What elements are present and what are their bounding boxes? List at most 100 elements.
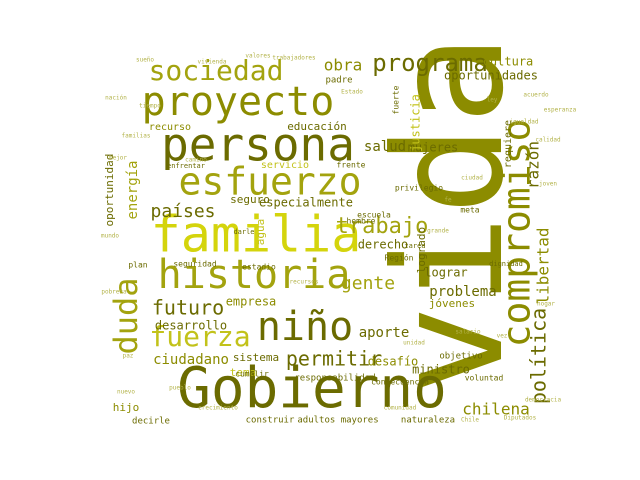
cloud-word: lograr: [424, 266, 467, 280]
cloud-word: libertad: [534, 227, 553, 304]
cloud-word: mujeres: [408, 141, 459, 155]
cloud-word: niño: [257, 304, 353, 350]
cloud-word: Chile: [461, 417, 479, 424]
cloud-word: padre: [325, 76, 352, 86]
cloud-word: historia: [158, 252, 351, 298]
cloud-word: hogar: [537, 301, 555, 308]
cloud-word: gente: [341, 273, 395, 294]
cloud-word: crecimiento: [198, 405, 238, 412]
cloud-word: ministro: [412, 363, 470, 377]
cloud-word: paz: [123, 353, 134, 360]
cloud-word: calidad: [535, 137, 561, 144]
cloud-word: seguridad: [173, 260, 217, 269]
cloud-word: Estado: [341, 89, 363, 96]
cloud-word: especialmente: [259, 196, 353, 210]
cloud-word: energía: [125, 160, 141, 219]
cloud-word: proyecto: [142, 79, 335, 125]
cloud-word: fuerte: [392, 85, 401, 114]
cloud-word: unidad: [403, 340, 425, 347]
cloud-word: ley: [487, 97, 498, 104]
cloud-word: ciudad: [461, 175, 483, 182]
cloud-word: escuela: [357, 211, 391, 220]
cloud-word: oportunidades: [444, 69, 538, 83]
cloud-word: Gobierno: [177, 356, 447, 421]
cloud-word: seguro: [230, 193, 270, 206]
cloud-word: tema: [230, 366, 257, 379]
cloud-word: igualdad: [510, 119, 539, 126]
cloud-word: obra: [324, 56, 363, 75]
cloud-word: objetivo: [439, 352, 482, 362]
cloud-word: requiere: [503, 120, 514, 168]
cloud-word: voluntad: [465, 374, 504, 383]
cloud-word: construir: [246, 416, 295, 426]
cloud-word: mejor: [109, 155, 127, 162]
cloud-word: sueño: [136, 57, 154, 64]
cloud-word: nación: [105, 95, 127, 102]
cloud-word: pueblo: [169, 385, 191, 392]
cloud-word: problema: [429, 284, 496, 300]
cloud-word: salud: [364, 139, 406, 155]
cloud-word: tarea: [404, 242, 425, 250]
cloud-word: hijo: [113, 401, 140, 414]
cloud-word: valores: [245, 53, 271, 60]
cloud-word: sociedad: [149, 54, 284, 87]
cloud-word: enfrentar: [167, 162, 205, 170]
cloud-word: compromiso: [495, 119, 539, 348]
cloud-word: nuevo: [117, 389, 135, 396]
cloud-word: cumplir: [235, 370, 269, 379]
cloud-word: Región: [385, 253, 414, 263]
cloud-word: responsabilidad: [294, 374, 375, 384]
cloud-word: dignidad: [489, 260, 523, 268]
cloud-word: servicio: [261, 160, 309, 171]
cloud-word: meta: [460, 206, 479, 215]
cloud-word: oportunidad: [103, 154, 116, 227]
cloud-word: trabajo: [336, 214, 429, 239]
cloud-word: duda: [107, 277, 145, 354]
cloud-word: política: [527, 308, 551, 404]
cloud-word: joven: [539, 181, 557, 188]
cloud-word: recurso: [149, 122, 191, 133]
cloud-word: tiempo: [139, 103, 161, 110]
cloud-word: recursos: [290, 279, 319, 286]
cloud-word: países: [150, 201, 215, 222]
cloud-word: plan: [128, 261, 147, 270]
cloud-word: privilegio: [395, 184, 443, 193]
cloud-word: salario: [455, 329, 481, 336]
cloud-word: frente: [337, 161, 366, 170]
cloud-word: consecuencia: [371, 378, 429, 387]
cloud-word: hombre: [347, 217, 376, 226]
cloud-word: Diputados: [504, 415, 537, 422]
cloud-word: jóvenes: [429, 297, 475, 310]
cloud-word: razón: [524, 141, 543, 189]
cloud-word: acuerdo: [523, 92, 549, 99]
cloud-word: programa: [372, 49, 488, 77]
cloud-word: vez: [497, 333, 508, 340]
cloud-word: esperanza: [544, 107, 577, 114]
cloud-word: ciudadano: [153, 352, 229, 368]
cloud-word: logrado: [415, 227, 428, 273]
cloud-word: adultos mayores: [297, 416, 378, 426]
cloud-word: sistema: [233, 351, 279, 364]
cloud-word: desarrollo: [155, 319, 227, 333]
cloud-word: chilena: [462, 400, 529, 419]
cloud-word: empresa: [226, 295, 277, 309]
cloud-word: trabajadores: [272, 55, 316, 62]
cloud-word: decirle: [132, 417, 170, 427]
cloud-word: familia: [151, 206, 362, 264]
cloud-word: comunidad: [384, 405, 417, 412]
cloud-word: familias: [122, 133, 151, 140]
cloud-word: desafío: [368, 355, 419, 369]
cloud-word: derecho: [358, 238, 409, 252]
cloud-word: justicia: [409, 94, 423, 152]
cloud-word: naturaleza: [401, 416, 455, 426]
cloud-word: persona: [161, 118, 355, 172]
cloud-word: futuro: [152, 296, 224, 320]
cloud-word: darle: [233, 228, 254, 236]
cloud-word: agua: [254, 219, 267, 246]
cloud-word: aporte: [359, 325, 410, 341]
cloud-word: fuerza: [149, 320, 250, 353]
cloud-word: estadio: [242, 263, 276, 272]
cloud-word: cultura: [483, 55, 534, 69]
cloud-word: camino: [185, 157, 207, 164]
